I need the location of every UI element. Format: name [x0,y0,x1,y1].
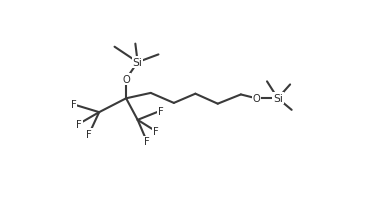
Text: Si: Si [133,58,143,68]
Text: O: O [252,94,260,104]
Text: Si: Si [273,94,283,104]
Text: F: F [153,127,159,137]
Text: F: F [76,119,82,129]
Text: F: F [158,106,164,116]
Text: F: F [86,129,92,139]
Text: O: O [122,75,130,85]
Text: F: F [144,137,150,147]
Text: F: F [71,100,77,110]
